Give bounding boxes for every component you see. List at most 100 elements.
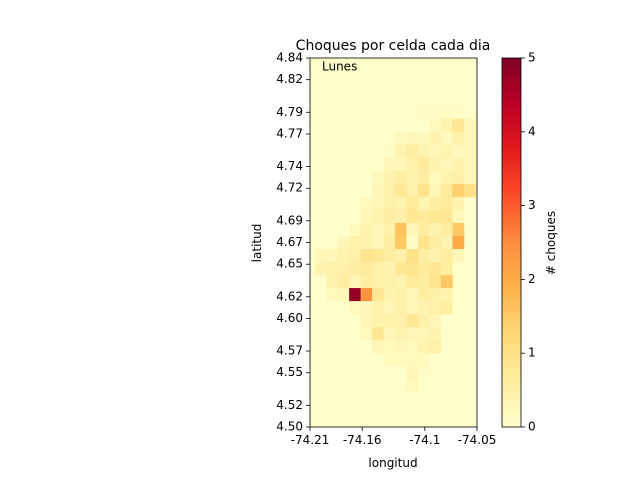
heatmap-cell <box>418 157 430 172</box>
heatmap-cell <box>383 222 396 237</box>
heatmap-cell <box>440 222 453 237</box>
x-axis-ticks: -74.21 -74.16 -74.1 -74.05 <box>291 427 497 447</box>
heatmap-cell <box>349 235 361 250</box>
colorbar-tick-label: 4 <box>528 124 536 138</box>
heatmap-cells <box>314 105 476 393</box>
heatmap-cell <box>463 183 476 198</box>
heatmap-cell <box>360 222 373 237</box>
y-tick-label: 4.77 <box>276 126 303 140</box>
heatmap-cell <box>372 222 384 237</box>
heatmap-cell <box>383 262 396 276</box>
y-tick-label: 4.72 <box>276 181 303 195</box>
heatmap-cell <box>418 249 430 263</box>
heatmap-cell <box>372 170 384 185</box>
heatmap-cell <box>429 249 442 263</box>
heatmap-cell <box>429 118 442 133</box>
heatmap-cell <box>383 196 396 211</box>
heatmap-cell <box>406 131 419 146</box>
heatmap-cell <box>406 196 419 211</box>
y-tick-label: 4.67 <box>276 235 303 249</box>
heatmap-cell <box>418 262 430 276</box>
heatmap-cell <box>452 183 465 198</box>
heatmap-cell <box>372 262 384 276</box>
heatmap-cell <box>314 262 327 276</box>
y-tick-label: 4.82 <box>276 72 303 86</box>
heatmap-cell <box>337 288 350 302</box>
heatmap-cell <box>395 170 407 185</box>
heatmap-cell <box>395 144 407 159</box>
heatmap-cell <box>395 196 407 211</box>
heatmap-cell <box>372 196 384 211</box>
heatmap-cell <box>440 209 453 224</box>
heatmap-cell <box>418 196 430 211</box>
heatmap-cell <box>360 262 373 276</box>
colorbar-tick-label: 3 <box>528 198 536 212</box>
heatmap-cell <box>395 183 407 198</box>
heatmap-cell <box>452 144 465 159</box>
heatmap-cell <box>440 288 453 302</box>
heatmap-cell <box>337 262 350 276</box>
y-tick-label: 4.84 <box>276 51 303 65</box>
heatmap-cell <box>418 222 430 237</box>
heatmap-cell <box>440 183 453 198</box>
heatmap-cell <box>406 353 419 367</box>
heatmap-cell <box>372 249 384 263</box>
heatmap-cell <box>418 105 430 120</box>
heatmap-cell <box>326 275 338 289</box>
heatmap-cell <box>418 235 430 250</box>
heatmap-cell <box>418 353 430 367</box>
heatmap-cell <box>440 196 453 211</box>
heatmap-cell <box>395 327 407 341</box>
heatmap-cell <box>360 327 373 341</box>
heatmap-cell <box>418 170 430 185</box>
heatmap-cell <box>360 288 373 302</box>
heatmap-cell <box>418 314 430 328</box>
x-tick-label: -74.16 <box>343 433 382 447</box>
heatmap-cell <box>406 183 419 198</box>
heatmap-cell <box>372 340 384 354</box>
heatmap-cell <box>440 235 453 250</box>
heatmap-cell <box>383 301 396 315</box>
heatmap-cell <box>429 235 442 250</box>
heatmap-cell <box>418 340 430 354</box>
heatmap-cell <box>418 183 430 198</box>
heatmap-cell <box>395 235 407 250</box>
y-tick-label: 4.69 <box>276 213 303 227</box>
chart-title: Choques por celda cada dia <box>296 38 491 54</box>
heatmap-cell <box>395 314 407 328</box>
heatmap-cell <box>395 131 407 146</box>
y-tick-label: 4.65 <box>276 257 303 271</box>
heatmap-cell <box>360 209 373 224</box>
heatmap-cell <box>463 131 476 146</box>
heatmap-cell <box>440 144 453 159</box>
x-tick-label: -74.05 <box>458 433 497 447</box>
heatmap-cell <box>406 288 419 302</box>
heatmap-cell <box>372 235 384 250</box>
heatmap-cell <box>429 183 442 198</box>
y-tick-label: 4.60 <box>276 311 303 325</box>
colorbar-tick-label: 1 <box>528 346 536 360</box>
heatmap-cell <box>429 314 442 328</box>
heatmap-cell <box>418 327 430 341</box>
heatmap-cell <box>395 157 407 172</box>
colorbar: 0 1 2 3 4 5 # choques <box>501 51 558 434</box>
heatmap-cell <box>418 301 430 315</box>
heatmap-cell <box>349 262 361 276</box>
heatmap-cell <box>383 340 396 354</box>
heatmap-cell <box>452 249 465 263</box>
heatmap-cell <box>349 222 361 237</box>
heatmap-cell <box>360 314 373 328</box>
y-axis-label: latitud <box>250 224 264 263</box>
heatmap-cell <box>463 118 476 133</box>
plot-area: Lunes <box>309 57 478 428</box>
heatmap-cell <box>452 105 465 120</box>
heatmap-cell <box>440 157 453 172</box>
y-tick-label: 4.62 <box>276 289 303 303</box>
heatmap-cell <box>418 209 430 224</box>
heatmap-cell <box>383 209 396 224</box>
x-axis-label: longitud <box>368 456 417 470</box>
heatmap-cell <box>452 209 465 224</box>
heatmap-cell <box>314 249 327 263</box>
heatmap-cell <box>395 222 407 237</box>
